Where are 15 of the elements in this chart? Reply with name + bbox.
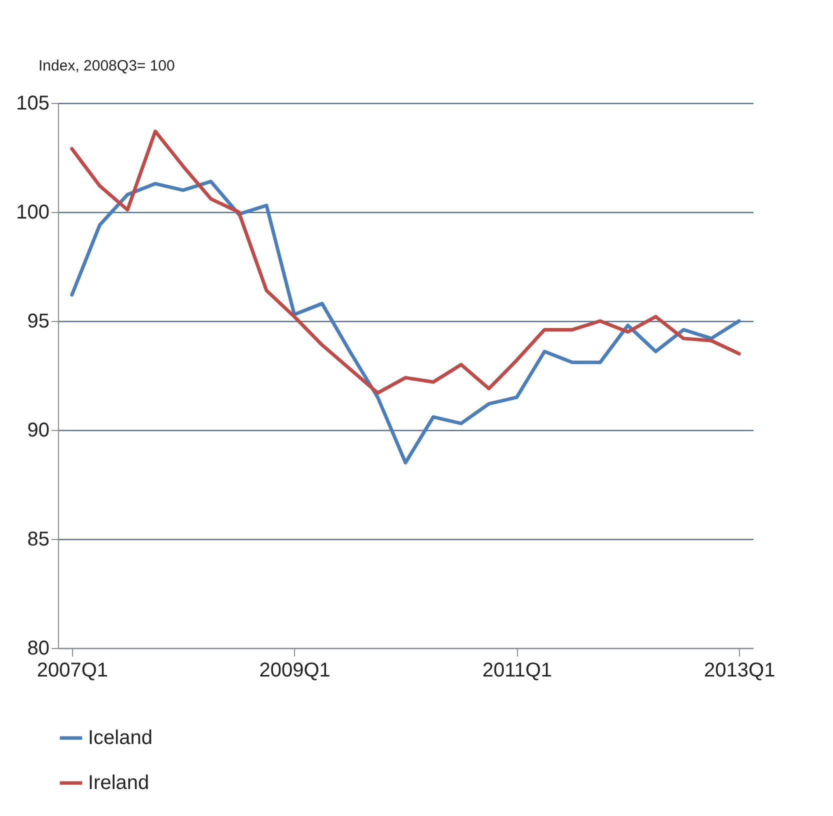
y-tick-label: 105 [16,92,50,114]
y-tick-label: 90 [27,420,50,442]
y-tick-label: 100 [16,202,50,224]
line-series [70,180,741,464]
legend-label: Ireland [88,772,150,794]
legend-label: Iceland [88,727,152,749]
x-tick-label: 2009Q1 [259,660,330,682]
x-tick-label: 2013Q1 [704,660,776,682]
y-tick-label: 80 [27,638,50,660]
y-tick-label: 95 [27,310,50,332]
y-tick-label: 85 [27,528,50,550]
y-axis-title: Index, 2008Q3= 100 [38,58,175,74]
x-tick-label: 2011Q1 [482,660,552,682]
line-series [70,130,741,395]
x-tick-label: 2007Q1 [36,660,108,682]
